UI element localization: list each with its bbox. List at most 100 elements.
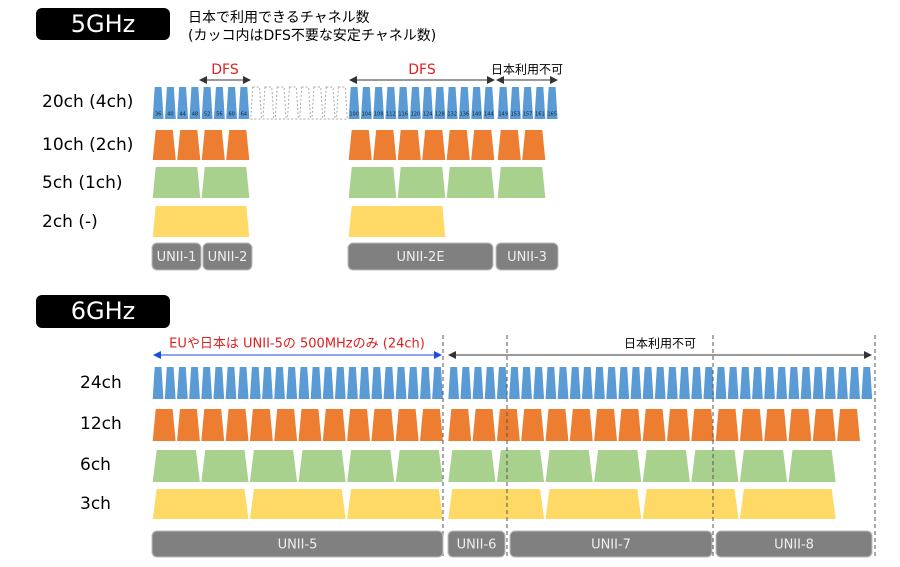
channel bbox=[201, 450, 249, 482]
channel bbox=[642, 409, 666, 441]
channel bbox=[739, 489, 836, 519]
channel bbox=[249, 409, 273, 441]
channel bbox=[812, 367, 824, 399]
channel bbox=[642, 450, 690, 482]
channel bbox=[177, 409, 200, 441]
channel-number: 144 bbox=[484, 112, 494, 118]
channel bbox=[606, 367, 617, 399]
channel bbox=[189, 367, 200, 399]
row-label: 10ch (2ch) bbox=[42, 135, 133, 155]
channel bbox=[642, 367, 654, 399]
channel bbox=[422, 130, 446, 160]
channel bbox=[249, 489, 346, 519]
channel bbox=[323, 86, 336, 120]
channel bbox=[521, 409, 545, 441]
channel bbox=[310, 367, 322, 399]
channel bbox=[497, 130, 521, 160]
band-label: UNII-1 bbox=[157, 250, 197, 265]
channel bbox=[434, 87, 446, 119]
channel bbox=[545, 367, 557, 399]
channel bbox=[496, 409, 520, 441]
channel bbox=[335, 86, 348, 120]
channel-number: 157 bbox=[523, 112, 533, 118]
channel-number: 104 bbox=[362, 112, 372, 118]
channel bbox=[691, 450, 739, 482]
band-label: UNII-6 bbox=[457, 538, 497, 553]
band-box bbox=[715, 530, 873, 558]
channel bbox=[420, 409, 443, 441]
channel bbox=[286, 367, 298, 399]
channel bbox=[545, 450, 593, 482]
channel bbox=[509, 367, 520, 399]
channel bbox=[164, 87, 176, 119]
channel bbox=[420, 367, 431, 399]
channel bbox=[201, 87, 213, 119]
channel bbox=[497, 167, 546, 198]
channel-number: 100 bbox=[349, 112, 359, 118]
channel bbox=[667, 367, 678, 399]
channel-number: 149 bbox=[498, 112, 508, 118]
channel bbox=[262, 367, 273, 399]
channel bbox=[448, 450, 496, 482]
channel bbox=[715, 409, 739, 441]
badge-bg bbox=[36, 295, 170, 328]
band-box bbox=[509, 530, 713, 558]
channel-number: 136 bbox=[460, 112, 470, 118]
channel bbox=[691, 409, 715, 441]
channel bbox=[776, 367, 788, 399]
channel bbox=[458, 87, 470, 119]
channel bbox=[446, 167, 495, 198]
annotation: DFS bbox=[211, 62, 239, 78]
channel bbox=[152, 450, 200, 482]
channel bbox=[385, 87, 397, 119]
channel-number: 165 bbox=[547, 112, 557, 118]
channel-number: 128 bbox=[435, 112, 445, 118]
channel bbox=[522, 130, 546, 160]
channel bbox=[594, 450, 642, 482]
channel bbox=[788, 409, 812, 441]
annotation: EUや日本は UNII-5の 500MHzのみ (24ch) bbox=[169, 337, 425, 352]
channel bbox=[250, 86, 263, 120]
channel bbox=[226, 130, 250, 160]
channel bbox=[533, 367, 545, 399]
channel bbox=[861, 367, 873, 399]
band-label: UNII-7 bbox=[591, 538, 631, 553]
channel bbox=[569, 367, 581, 399]
channel bbox=[521, 367, 532, 399]
channel bbox=[448, 367, 460, 399]
note: 日本で利用できるチャネル数 bbox=[188, 10, 370, 26]
channel bbox=[347, 409, 370, 441]
channel bbox=[383, 367, 395, 399]
channel bbox=[446, 87, 458, 119]
channel bbox=[347, 450, 395, 482]
channel bbox=[348, 167, 397, 198]
channel bbox=[630, 367, 642, 399]
band-box bbox=[151, 530, 444, 558]
channel bbox=[152, 130, 176, 160]
channel bbox=[594, 367, 605, 399]
annotation: 日本利用不可 bbox=[491, 63, 563, 77]
channel bbox=[422, 87, 434, 119]
band-box bbox=[495, 242, 559, 271]
channel-number: 124 bbox=[423, 112, 433, 118]
channel bbox=[225, 367, 237, 399]
channel bbox=[788, 367, 800, 399]
channel bbox=[322, 367, 334, 399]
channel bbox=[739, 367, 751, 399]
channel bbox=[274, 86, 287, 120]
channel bbox=[752, 367, 763, 399]
channel bbox=[667, 409, 690, 441]
channel-number: 52 bbox=[204, 112, 210, 118]
channel-number: 120 bbox=[411, 112, 421, 118]
band-label: UNII-3 bbox=[507, 250, 547, 265]
channel bbox=[311, 86, 324, 120]
channel bbox=[460, 367, 472, 399]
channel bbox=[764, 409, 788, 441]
channel bbox=[152, 167, 201, 198]
channel bbox=[472, 409, 496, 441]
band-label: UNII-2 bbox=[208, 250, 248, 265]
channel bbox=[496, 450, 545, 482]
band-label: UNII-5 bbox=[278, 538, 318, 553]
channel bbox=[703, 367, 715, 399]
